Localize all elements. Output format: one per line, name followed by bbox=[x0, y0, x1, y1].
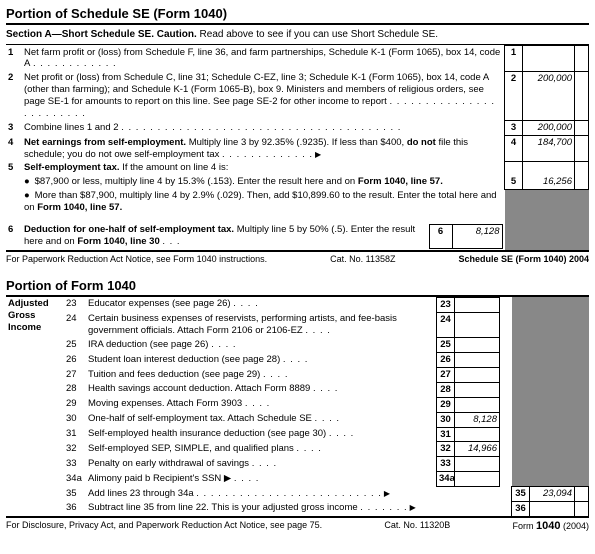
row-val[interactable] bbox=[455, 472, 500, 487]
row-text: Student loan interest deduction (see pag… bbox=[86, 353, 437, 368]
r35-num: 35 bbox=[64, 487, 86, 502]
row-text: Self-employed health insurance deduction… bbox=[86, 427, 437, 442]
row-val[interactable] bbox=[455, 312, 500, 338]
b5: 5 bbox=[505, 161, 523, 189]
r36-num: 36 bbox=[64, 501, 86, 516]
l5-bullet2: ● More than $87,900, multiply line 4 by … bbox=[22, 189, 505, 215]
b4: 4 bbox=[505, 136, 523, 162]
v2[interactable]: 200,000 bbox=[523, 71, 575, 121]
row-box: 34a bbox=[437, 472, 455, 487]
row-num: 30 bbox=[64, 412, 86, 427]
row-num: 24 bbox=[64, 312, 86, 338]
se-table: 1 Net farm profit or (loss) from Schedul… bbox=[6, 45, 589, 250]
l5-text: Self-employment tax. If the amount on li… bbox=[22, 161, 505, 175]
b6: 6 bbox=[429, 224, 452, 248]
l5-bullet1: ● $87,900 or less, multiply line 4 by 15… bbox=[22, 175, 505, 189]
v6[interactable]: 8,128 bbox=[452, 224, 502, 248]
row-val[interactable] bbox=[455, 353, 500, 368]
row-num: 26 bbox=[64, 353, 86, 368]
f1040-footer: For Disclosure, Privacy Act, and Paperwo… bbox=[6, 518, 589, 532]
row-val[interactable] bbox=[455, 368, 500, 383]
row-text: Self-employed SEP, SIMPLE, and qualified… bbox=[86, 442, 437, 457]
row-box: 29 bbox=[437, 397, 455, 412]
row-num: 34a bbox=[64, 472, 86, 487]
row-text: Health savings account deduction. Attach… bbox=[86, 382, 437, 397]
row-box: 24 bbox=[437, 312, 455, 338]
agi-label: AdjustedGrossIncome bbox=[6, 297, 64, 486]
row-num: 25 bbox=[64, 338, 86, 353]
row-box: 33 bbox=[437, 457, 455, 472]
row-box: 28 bbox=[437, 382, 455, 397]
row-val[interactable] bbox=[455, 382, 500, 397]
row-val[interactable]: 14,966 bbox=[455, 442, 500, 457]
l3-text: Combine lines 1 and 2 . . . . . . . . . … bbox=[22, 121, 505, 136]
r36-val[interactable] bbox=[530, 501, 575, 516]
row-text: Educator expenses (see page 26) . . . . bbox=[86, 297, 437, 312]
row-box: 31 bbox=[437, 427, 455, 442]
b3: 3 bbox=[505, 121, 523, 136]
row-text: Certain business expenses of reservists,… bbox=[86, 312, 437, 338]
row-box: 25 bbox=[437, 338, 455, 353]
f1040-title: Portion of Form 1040 bbox=[6, 278, 589, 297]
row-num: 33 bbox=[64, 457, 86, 472]
r35-val[interactable]: 23,094 bbox=[530, 487, 575, 502]
v3[interactable]: 200,000 bbox=[523, 121, 575, 136]
l3-num: 3 bbox=[6, 121, 22, 136]
row-box: 30 bbox=[437, 412, 455, 427]
l2-text: Net profit or (loss) from Schedule C, li… bbox=[22, 71, 505, 121]
row-val[interactable] bbox=[455, 397, 500, 412]
row-text: IRA deduction (see page 26) . . . . bbox=[86, 338, 437, 353]
r36-box: 36 bbox=[512, 501, 530, 516]
se-title: Portion of Schedule SE (Form 1040) bbox=[6, 6, 589, 25]
f1040-table: AdjustedGrossIncome23Educator expenses (… bbox=[6, 297, 589, 518]
row-box: 26 bbox=[437, 353, 455, 368]
l6-text: Deduction for one-half of self-employmen… bbox=[22, 223, 505, 250]
l5-num: 5 bbox=[6, 161, 22, 175]
row-box: 32 bbox=[437, 442, 455, 457]
row-text: One-half of self-employment tax. Attach … bbox=[86, 412, 437, 427]
row-val[interactable] bbox=[455, 338, 500, 353]
row-text: Tuition and fees deduction (see page 29)… bbox=[86, 368, 437, 383]
r35-text: Add lines 23 through 34a . . . . . . . .… bbox=[86, 487, 512, 502]
row-box: 27 bbox=[437, 368, 455, 383]
row-num: 31 bbox=[64, 427, 86, 442]
row-val[interactable] bbox=[455, 297, 500, 312]
row-num: 32 bbox=[64, 442, 86, 457]
v4[interactable]: 184,700 bbox=[523, 136, 575, 162]
b2: 2 bbox=[505, 71, 523, 121]
se-sectiona: Section A—Short Schedule SE. Caution. Re… bbox=[6, 25, 589, 45]
row-val[interactable]: 8,128 bbox=[455, 412, 500, 427]
row-val[interactable] bbox=[455, 457, 500, 472]
row-num: 23 bbox=[64, 297, 86, 312]
row-text: Moving expenses. Attach Form 3903 . . . … bbox=[86, 397, 437, 412]
l6-num: 6 bbox=[6, 223, 22, 250]
row-num: 29 bbox=[64, 397, 86, 412]
l2-num: 2 bbox=[6, 71, 22, 121]
l4-num: 4 bbox=[6, 136, 22, 162]
b1: 1 bbox=[505, 46, 523, 72]
row-text: Penalty on early withdrawal of savings .… bbox=[86, 457, 437, 472]
l1-text: Net farm profit or (loss) from Schedule … bbox=[22, 46, 505, 72]
row-text: Alimony paid b Recipient's SSN ▶ . . . . bbox=[86, 472, 437, 487]
row-val[interactable] bbox=[455, 427, 500, 442]
l1-num: 1 bbox=[6, 46, 22, 72]
row-num: 27 bbox=[64, 368, 86, 383]
row-box: 23 bbox=[437, 297, 455, 312]
l4-text: Net earnings from self-employment. Multi… bbox=[22, 136, 505, 162]
v1[interactable] bbox=[523, 46, 575, 72]
row-num: 28 bbox=[64, 382, 86, 397]
se-footer: For Paperwork Reduction Act Notice, see … bbox=[6, 250, 589, 264]
v5[interactable]: 16,256 bbox=[523, 161, 575, 189]
r35-box: 35 bbox=[512, 487, 530, 502]
r36-text: Subtract line 35 from line 22. This is y… bbox=[86, 501, 512, 516]
